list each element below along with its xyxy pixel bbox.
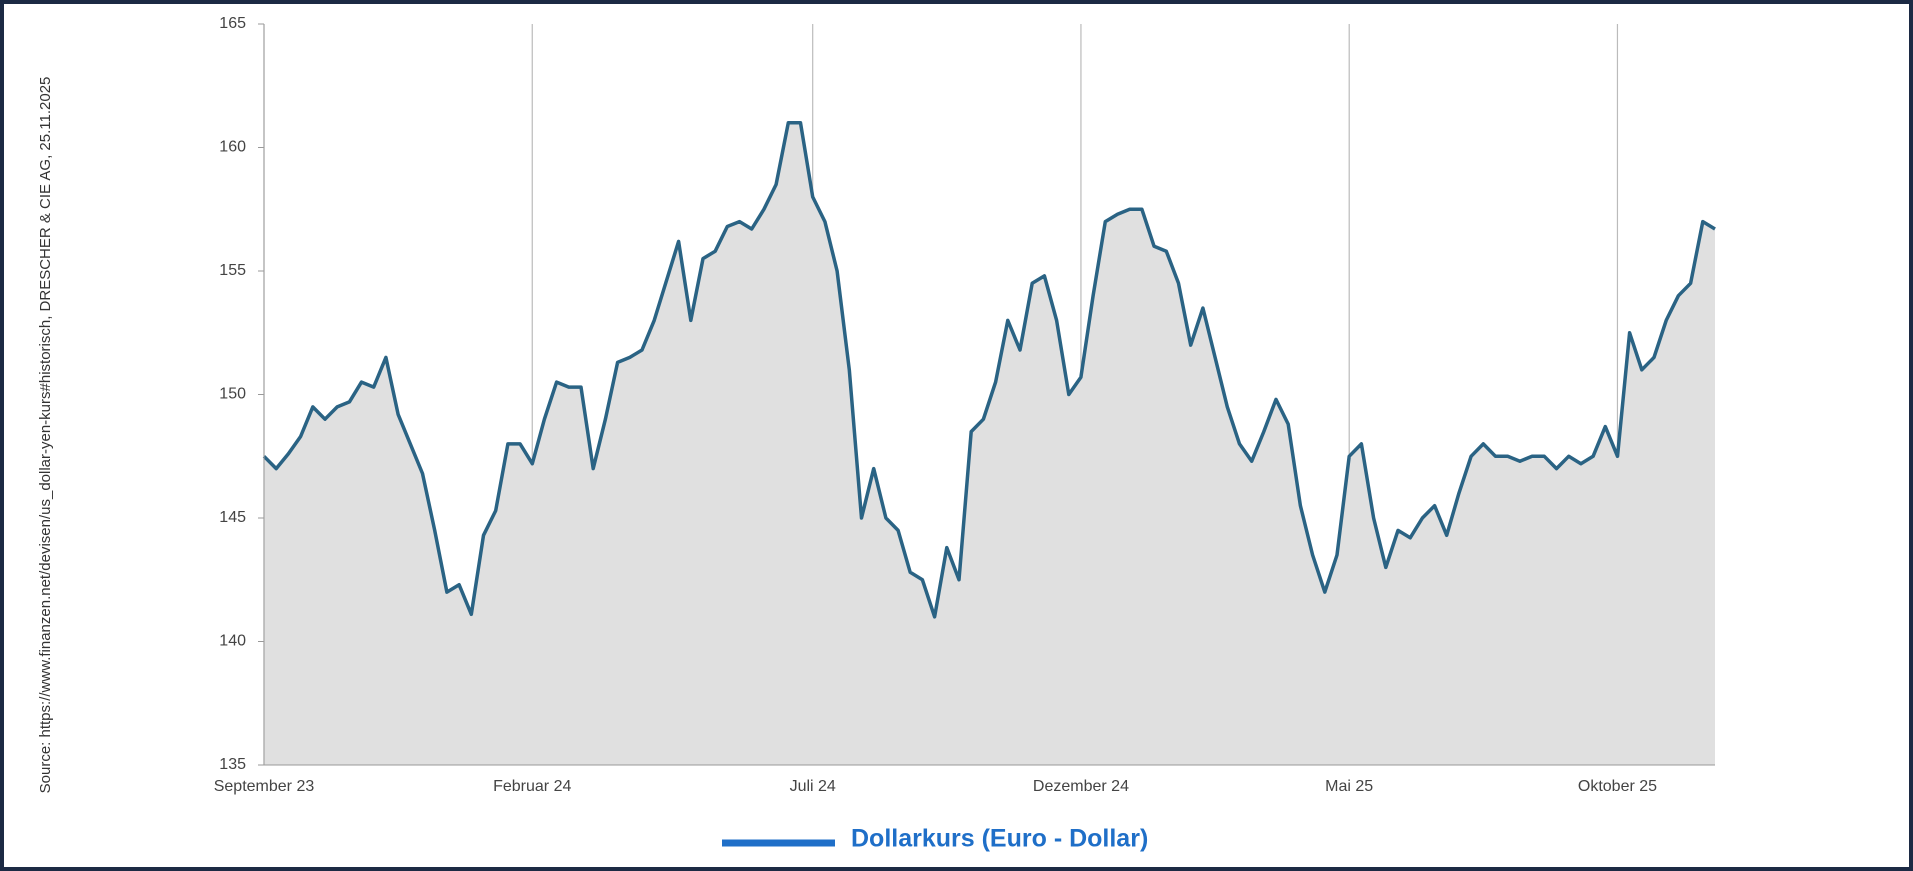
source-note: Source: https://www.finanzen.net/devisen… bbox=[37, 77, 54, 794]
x-tick-label: September 23 bbox=[214, 778, 315, 795]
x-tick-label: Dezember 24 bbox=[1033, 778, 1129, 795]
x-tick-label: Oktober 25 bbox=[1578, 778, 1657, 795]
line bbox=[262, 121, 1716, 619]
area bbox=[264, 122, 1715, 766]
legend-label: Dollarkurs (Euro - Dollar) bbox=[851, 825, 1148, 853]
x-tick-label: Februar 24 bbox=[493, 778, 571, 795]
y-tick-label: 145 bbox=[219, 509, 246, 526]
y-tick-label: 155 bbox=[219, 262, 246, 279]
y-tick-label: 140 bbox=[219, 633, 246, 650]
y-tick-label: 150 bbox=[219, 386, 246, 403]
x-tick-label: Juli 24 bbox=[790, 778, 836, 795]
y-tick-label: 135 bbox=[219, 756, 246, 773]
x-tick-label: Mai 25 bbox=[1325, 778, 1373, 795]
y-tick-label: 165 bbox=[219, 15, 246, 32]
y-tick-label: 160 bbox=[219, 139, 246, 156]
